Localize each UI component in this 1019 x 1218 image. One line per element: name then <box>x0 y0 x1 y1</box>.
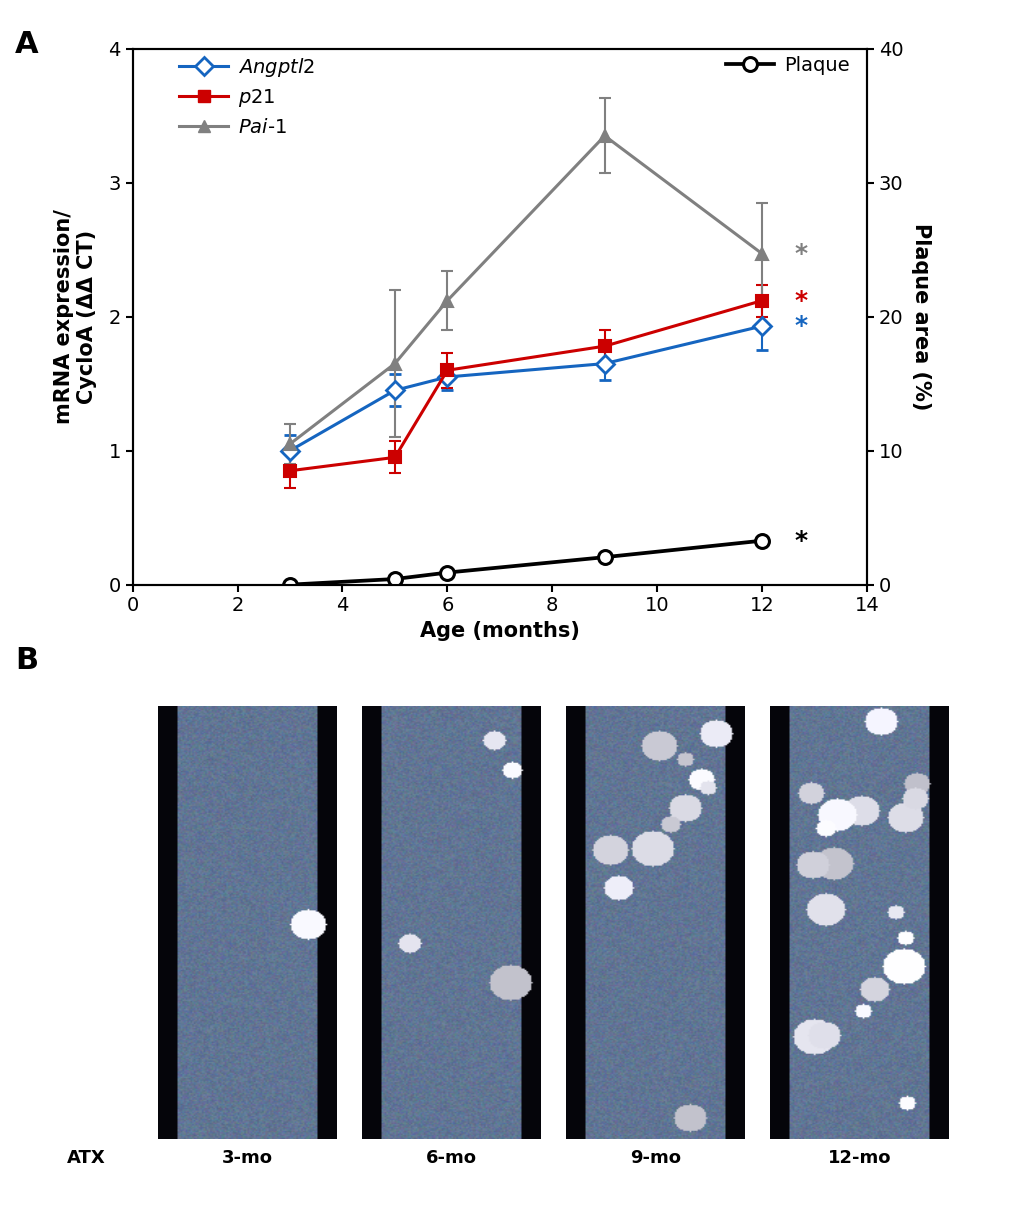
Text: A: A <box>15 30 39 60</box>
Y-axis label: mRNA expression/
CycloA (ΔΔ CT): mRNA expression/ CycloA (ΔΔ CT) <box>54 209 97 424</box>
Text: 9-mo: 9-mo <box>630 1150 681 1167</box>
Text: *: * <box>794 314 807 339</box>
Text: 12-mo: 12-mo <box>826 1150 891 1167</box>
Text: *: * <box>794 241 807 266</box>
Text: *: * <box>794 289 807 313</box>
Text: B: B <box>15 646 39 675</box>
Text: *: * <box>794 529 807 553</box>
X-axis label: Age (months): Age (months) <box>420 621 579 641</box>
Y-axis label: Plaque area (%): Plaque area (%) <box>910 223 930 410</box>
Text: ATX: ATX <box>67 1150 106 1167</box>
Legend: Plaque: Plaque <box>717 48 856 83</box>
Text: 6-mo: 6-mo <box>426 1150 477 1167</box>
Text: 3-mo: 3-mo <box>222 1150 273 1167</box>
